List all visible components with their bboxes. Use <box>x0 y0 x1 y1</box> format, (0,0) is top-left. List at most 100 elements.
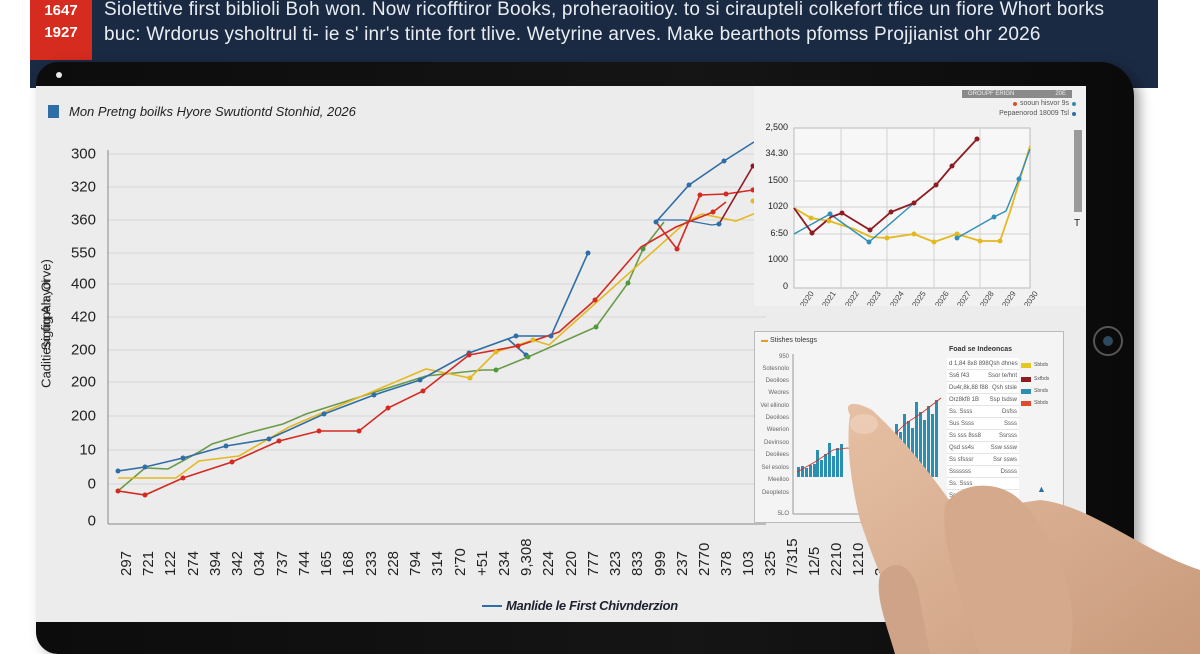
x-tick: 323 <box>607 550 624 576</box>
inset-legend-item: Sbbds <box>1021 362 1048 368</box>
svg-text:1500: 1500 <box>768 175 788 185</box>
svg-text:1020: 1020 <box>768 201 788 211</box>
banner-accent <box>30 0 92 60</box>
svg-text:2020: 2020 <box>798 289 816 306</box>
svg-text:2026: 2026 <box>933 289 951 306</box>
legend-dot-icon <box>1012 101 1017 106</box>
inset-legend-label: Pepaenorod 18009 Tsl <box>999 110 1069 117</box>
table-row: Ssd ss <box>947 490 1019 502</box>
y-tick: 420 <box>70 308 96 326</box>
x-tick: 342 <box>229 550 246 576</box>
y-tick: 0 <box>87 512 96 530</box>
x-tick: 297 <box>118 550 135 576</box>
inset-bottom-title-text: Stishes tolesgs <box>769 337 818 344</box>
x-tick: 744 <box>296 550 313 576</box>
svg-text:2021: 2021 <box>820 289 838 306</box>
inset-legend-item: Pepaenorod 18009 Tsl <box>999 110 1076 117</box>
scroll-up-icon[interactable]: ▲ <box>1037 484 1046 494</box>
inset-top-plot: 2,500 34.30 1500 1020 6:50 1000 0 <box>765 122 1040 306</box>
x-tick: 3,910 <box>872 538 889 576</box>
svg-text:Weores: Weores <box>768 390 789 396</box>
table-row: Qsd ss4s Ssw sssw <box>947 442 1019 454</box>
inset-bar-plot: 950 Sotesnolo Deoiloes Weores Vel ellino… <box>760 354 945 517</box>
legend-swatch-icon <box>1021 362 1031 368</box>
inset-header-bar: GROUPF ERIGN 20E <box>962 90 1072 98</box>
svg-text:34.30: 34.30 <box>765 148 788 158</box>
home-button[interactable] <box>1093 326 1123 356</box>
x-tick: 325 <box>762 550 779 576</box>
banner-line-2: buc: Wrdorus ysholtrul ti- ie s' inr's t… <box>104 24 1041 45</box>
tablet-screen: Mon Pretng boilks Hyore Swutiontd Stonhi… <box>36 86 1086 622</box>
main-chart-plot <box>107 141 832 525</box>
svg-text:Deoilees: Deoilees <box>766 452 789 458</box>
x-tick: 721 <box>140 550 157 576</box>
y-tick: 200 <box>70 341 96 359</box>
tablet-device: Mon Pretng boilks Hyore Swutiontd Stonhi… <box>36 62 1134 654</box>
x-tick: 9,308 <box>518 538 535 576</box>
svg-text:Sel esolos: Sel esolos <box>761 465 789 471</box>
table-row: Sssssss Dssss <box>947 466 1019 478</box>
inset-legend-item: Sxfbds <box>1021 376 1049 382</box>
x-tick: 833 <box>629 550 646 576</box>
inset-legend-item: Sbnds <box>1021 388 1048 394</box>
table-row: Du4r,8k,88 f88 Qsh stsle <box>947 382 1019 394</box>
banner-text: Siolettive first biblioli Boh won. Now r… <box>104 0 1104 47</box>
svg-text:Deopletos: Deopletos <box>762 490 789 496</box>
x-tick: 165 <box>318 550 335 576</box>
y-tick: 10 <box>79 441 96 459</box>
x-tick: 237 <box>674 550 691 576</box>
table-row: Sus Ssss Ssss <box>947 418 1019 430</box>
x-tick: 122 <box>162 550 179 576</box>
svg-text:Meeiloo: Meeiloo <box>768 477 790 483</box>
legend-dot-icon <box>1072 101 1076 106</box>
x-tick: 378 <box>718 550 735 576</box>
x-tick: 394 <box>207 550 224 576</box>
inset-scrollbar[interactable] <box>1074 130 1082 212</box>
svg-text:2030: 2030 <box>1022 289 1040 306</box>
svg-text:Weerion: Weerion <box>767 427 789 433</box>
red-points <box>115 187 756 498</box>
legend-swatch-icon <box>1021 388 1031 394</box>
y-tick: 0 <box>87 475 96 493</box>
svg-text:5LO: 5LO <box>778 511 790 517</box>
svg-text:2022: 2022 <box>843 289 861 306</box>
x-tick: 228 <box>385 550 402 576</box>
banner-year-1: 1647 <box>44 2 78 19</box>
x-tick: 777 <box>585 550 602 576</box>
table-row: Ss. Ssss <box>947 478 1019 490</box>
table-row: Orz8kf8 1B Ssp tsdsw <box>947 394 1019 406</box>
svg-text:1000: 1000 <box>768 254 788 264</box>
y-tick: 360 <box>70 211 96 229</box>
x-tick: 2'70 <box>452 548 469 576</box>
svg-text:Deoiloes: Deoiloes <box>766 415 789 421</box>
banner-years: 1647 1927 <box>32 0 90 44</box>
svg-text:Sotesnolo: Sotesnolo <box>762 366 789 372</box>
svg-text:2029: 2029 <box>1000 289 1018 306</box>
x-tick: +51 <box>474 550 491 576</box>
y-tick: 320 <box>70 178 96 196</box>
x-axis-ticks: 297 721 122 274 394 342 034 737 744 165 … <box>36 528 1086 588</box>
inset-legend-item: Sbbds <box>1021 400 1048 406</box>
inset-header-text: GROUPF ERIGN <box>968 91 1015 97</box>
svg-text:2028: 2028 <box>978 289 996 306</box>
svg-text:2027: 2027 <box>955 289 973 306</box>
camera-icon <box>56 72 62 78</box>
x-tick: 1210 <box>850 542 867 576</box>
x-tick: 2770 <box>696 542 713 576</box>
legend-dot-icon <box>1072 111 1076 116</box>
svg-text:6:50: 6:50 <box>770 228 788 238</box>
inset-chart-bottom: ▬ Stishes tolesgs 950 Sotesnolo Deoiloes… <box>754 331 1064 523</box>
x-tick: 224 <box>540 550 557 576</box>
title-square-icon <box>48 105 59 118</box>
table-row: Ss6 f43 Ssor te/hnt <box>947 370 1019 382</box>
gridlines <box>108 153 766 485</box>
x-tick: 234 <box>496 550 513 576</box>
inset-legend-item: sooun hisvor 9s <box>1012 100 1076 107</box>
x-tick: 168 <box>340 550 357 576</box>
x-tick: 274 <box>185 550 202 576</box>
banner-year-2: 1927 <box>44 24 78 41</box>
x-tick: 999 <box>652 550 669 576</box>
y-tick: 200 <box>70 407 96 425</box>
inset-scroll-marker: T <box>1074 218 1081 229</box>
